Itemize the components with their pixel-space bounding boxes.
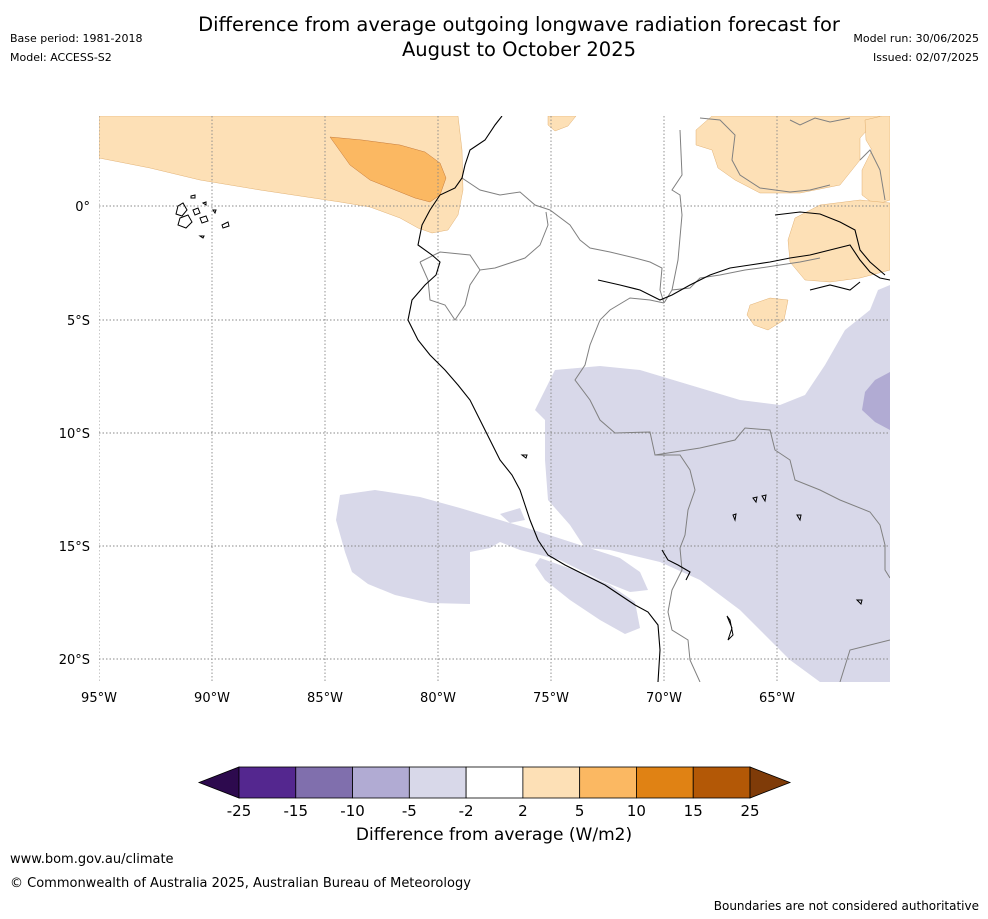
anomaly-region-positive-venezuela: [695, 116, 881, 194]
colorbar-extend-low: [197, 766, 240, 799]
colorbar-tick-label: -25: [227, 802, 252, 820]
chart-title: Difference from average outgoing longwav…: [0, 12, 988, 62]
colorbar-tick-label: -5: [402, 802, 417, 820]
footer-disclaimer: Boundaries are not considered authoritat…: [713, 899, 979, 913]
colorbar-extend-high: [749, 766, 792, 799]
colorbar-tick-labels: -25 -15 -10 -5 -2 2 5 10 15 25: [227, 802, 760, 820]
model-run-text: Model run: 30/06/2025: [853, 32, 979, 45]
colorbar-segment: [408, 766, 467, 799]
anomaly-region-positive-small: [746, 297, 789, 331]
anomaly-region-negative-continental: [535, 285, 890, 682]
colorbar-segment: [522, 766, 581, 799]
colorbar-segments: [197, 766, 792, 799]
lat-label-0: 0°: [75, 200, 90, 215]
colorbar-tick-label: 15: [684, 802, 703, 820]
lon-label-85w: 85°W: [307, 691, 343, 706]
latitude-labels: 0° 5°S 10°S 15°S 20°S: [59, 200, 90, 668]
longitude-labels: 95°W 90°W 85°W 80°W 75°W 70°W 65°W: [81, 691, 795, 706]
graticule: [99, 116, 890, 682]
colorbar-segment: [579, 766, 637, 799]
colorbar-tick-label: 10: [627, 802, 646, 820]
footer-url: www.bom.gov.au/climate: [10, 852, 174, 867]
title-line-2: August to October 2025: [401, 38, 637, 61]
anomaly-region-negative-pacific-band: [336, 490, 648, 604]
lat-label-5s: 5°S: [67, 314, 90, 329]
colorbar-tick-label: 25: [740, 802, 759, 820]
anomaly-region-positive-colombia: [547, 116, 577, 132]
colorbar-segment: [352, 766, 410, 799]
lon-label-90w: 90°W: [194, 691, 230, 706]
coastlines: [407, 116, 890, 682]
anomaly-region-positive-amazon: [787, 199, 890, 283]
anomaly-region-negative-coastal-strip: [535, 558, 640, 634]
base-period-text: Base period: 1981-2018: [10, 32, 143, 45]
lon-label-65w: 65°W: [759, 691, 795, 706]
colorbar-segment: [636, 766, 694, 799]
map-figure: 0° 5°S 10°S 15°S 20°S 95°W 90°W 85°W 80°…: [59, 116, 890, 706]
colorbar-tick-label: -2: [459, 802, 474, 820]
footer-copyright: © Commonwealth of Australia 2025, Austra…: [10, 876, 471, 891]
lon-label-95w: 95°W: [81, 691, 117, 706]
galapagos-islands: [175, 194, 230, 239]
colorbar-tick-label: 2: [518, 802, 528, 820]
colorbar-segment: [295, 766, 353, 799]
map-area: [99, 116, 890, 682]
lat-label-20s: 20°S: [59, 653, 90, 668]
lon-label-75w: 75°W: [533, 691, 569, 706]
title-line-1: Difference from average outgoing longwav…: [198, 13, 840, 36]
colorbar-segment: [465, 766, 524, 799]
colorbar-tick-label: -15: [284, 802, 309, 820]
lon-label-70w: 70°W: [646, 691, 682, 706]
colorbar-segment: [692, 766, 751, 799]
lakes: [520, 454, 863, 641]
lat-label-10s: 10°S: [59, 427, 90, 442]
colorbar-title: Difference from average (W/m2): [355, 825, 633, 845]
model-text: Model: ACCESS-S2: [10, 51, 112, 64]
colorbar-tick-label: -10: [340, 802, 365, 820]
colorbar-segment: [238, 766, 297, 799]
anomaly-region-negative-small: [500, 508, 525, 523]
colorbar: -25 -15 -10 -5 -2 2 5 10 15 25: [197, 766, 792, 820]
colorbar-tick-label: 5: [575, 802, 585, 820]
issued-text: Issued: 02/07/2025: [872, 51, 979, 64]
lon-label-80w: 80°W: [420, 691, 456, 706]
anomaly-region-negative-amazon-core: [862, 372, 890, 430]
country-borders: [419, 117, 890, 682]
anomaly-region-positive-guianas: [861, 116, 890, 206]
lat-label-15s: 15°S: [59, 540, 90, 555]
